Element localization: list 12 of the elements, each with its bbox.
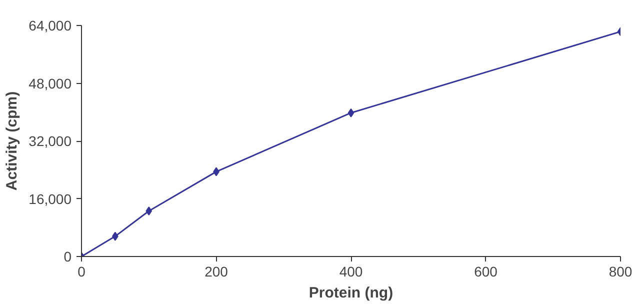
x-tick-label: 400 — [339, 264, 363, 280]
y-tick-label: 16,000 — [28, 190, 72, 207]
y-tick-label: 48,000 — [28, 75, 72, 92]
y-tick-label: 0 — [64, 248, 72, 264]
x-tick-label: 200 — [204, 264, 228, 280]
x-tick-label: 600 — [474, 264, 498, 280]
y-tick-label: 64,000 — [28, 18, 72, 34]
y-axis-title: Activity (cpm) — [4, 91, 21, 191]
x-axis-title: Protein (ng) — [308, 284, 394, 302]
y-tick-label: 32,000 — [28, 133, 72, 149]
x-tick-label: 0 — [78, 264, 86, 280]
x-tick-label: 800 — [608, 264, 632, 280]
